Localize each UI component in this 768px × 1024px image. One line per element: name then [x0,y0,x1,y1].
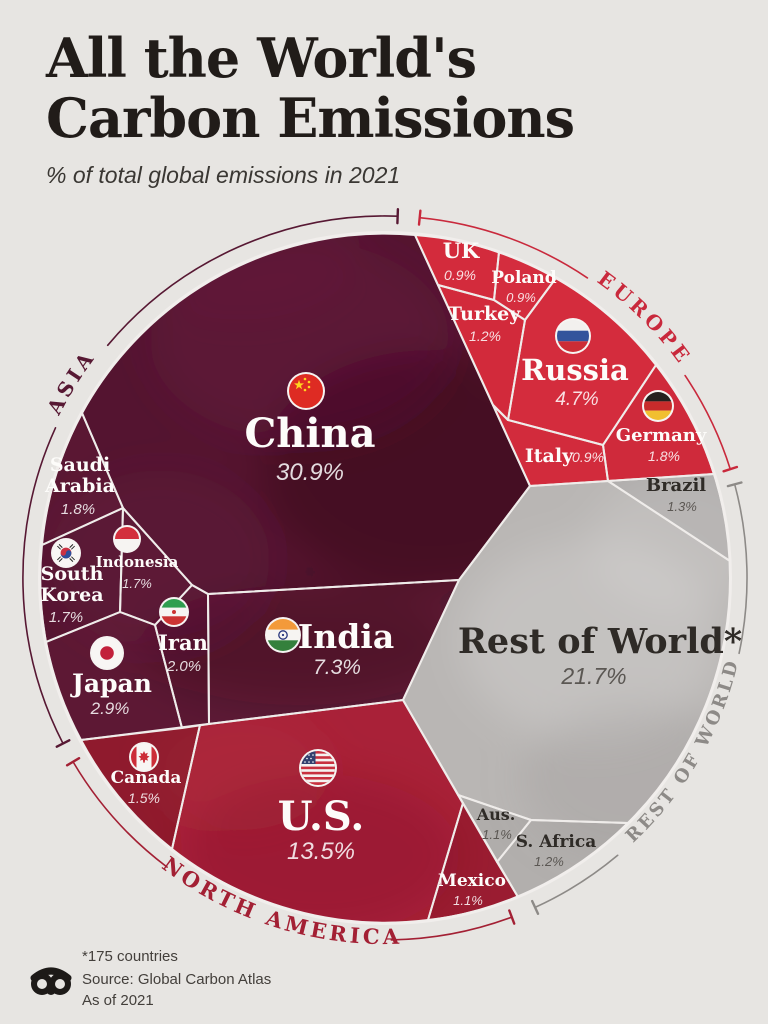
germany-pct: 1.8% [648,448,680,464]
brazil-label: Brazil [646,475,706,496]
iran-flag-icon [159,597,189,627]
indonesia-label: Indonesia [96,553,179,571]
china-label: China [244,410,375,457]
canada-pct: 1.5% [128,790,160,806]
russia-label: Russia [521,353,629,387]
germany-flag-icon [642,390,674,422]
poland-label: Poland [491,268,556,288]
italy-pct: 0.9% [572,449,604,465]
us-label: U.S. [278,793,365,840]
north-america-arc [65,757,516,941]
us-flag-icon [299,749,337,787]
title-line-1: All the World's [46,26,477,90]
russia-flag-icon [555,318,591,354]
uk-pct: 0.9% [444,267,476,283]
poland-pct: 0.9% [506,290,536,305]
china-flag-icon [287,372,325,410]
aus-pct: 1.1% [482,827,512,842]
china-pct: 30.9% [276,459,344,486]
rest-of-world-label: Rest of World* [458,621,742,662]
us-pct: 13.5% [287,838,355,865]
chart-as-of: As of 2021 [82,992,154,1009]
footer: *175 countries Source: Global Carbon Atl… [28,946,271,1011]
region-arcs [22,208,748,941]
india-flag-icon [265,617,301,653]
russia-pct: 4.7% [555,389,598,410]
indonesia-flag-icon [113,525,141,553]
chart-source: Source: Global Carbon Atlas [82,971,272,988]
iran-pct: 2.0% [166,658,201,675]
indonesia-pct: 1.7% [122,576,152,591]
germany-label: Germany [616,425,707,446]
page-subtitle: % of total global emissions in 2021 [46,162,401,188]
south-korea-label-2: Korea [40,584,103,606]
india-pct: 7.3% [313,656,361,679]
page-title: All the World's Carbon Emissions [46,26,575,150]
title-line-2: Carbon Emissions [46,86,575,150]
turkey-label: Turkey [448,303,521,325]
japan-flag-icon [90,636,124,670]
iran-label: Iran [158,630,208,655]
header: All the World's Carbon Emissions % of to… [46,26,575,189]
india-label: India [298,617,394,656]
canada-label: Canada [111,768,182,788]
japan-label: Japan [70,669,152,698]
aus-label: Aus. [476,805,516,824]
saudi-arabia-label-2: Arabia [44,475,115,497]
europe-arc [417,209,739,473]
uk-label: UK [443,238,480,263]
s-africa-label: S. Africa [516,832,597,852]
asia-arc [22,208,400,748]
japan-pct: 2.9% [90,699,130,718]
south-korea-pct: 1.7% [49,609,83,626]
turkey-pct: 1.2% [469,328,501,344]
italy-label: Italy [525,445,574,467]
publisher-logo-icon [30,967,72,995]
mexico-label: Mexico [438,871,506,891]
south-korea-flag-icon [51,538,81,568]
chart-footnote: *175 countries [82,948,178,965]
saudi-arabia-label-1: Saudi [50,454,110,476]
canada-flag-icon [129,742,159,772]
s-africa-pct: 1.2% [534,854,564,869]
south-korea-label-1: South [41,563,104,585]
saudi-arabia-pct: 1.8% [61,501,95,518]
rest-of-world-arc [531,481,748,915]
mexico-pct: 1.1% [453,893,483,908]
brazil-pct: 1.3% [667,499,697,514]
circle-rim [38,231,732,925]
rest-of-world-pct: 21.7% [560,663,626,689]
